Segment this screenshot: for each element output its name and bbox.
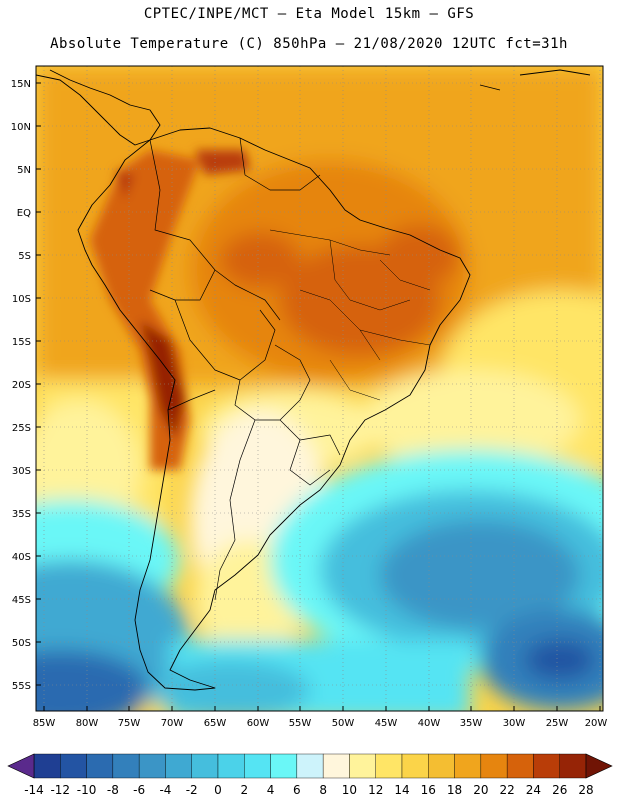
lat-label: 20S	[12, 380, 31, 391]
lat-label: 50S	[12, 638, 31, 649]
south-america-coastline	[77, 127, 471, 691]
lon-label: 40W	[418, 718, 441, 729]
colorbar-swatch	[454, 753, 482, 779]
arrow-left-icon	[7, 753, 35, 779]
lon-label: 25W	[546, 718, 569, 729]
colorbar-label: 0	[214, 783, 222, 797]
lon-label: 50W	[332, 718, 355, 729]
lat-label: 30S	[12, 466, 31, 477]
lat-label: 40S	[12, 552, 31, 563]
colorbar-swatch	[270, 753, 298, 779]
colorbar-swatch	[349, 753, 376, 779]
map-frame	[35, 65, 604, 712]
lon-label: 80W	[76, 718, 99, 729]
colorbar-swatch	[401, 753, 429, 779]
colorbar-label: -8	[107, 783, 119, 797]
colorbar-label: -12	[50, 783, 70, 797]
lon-label: 75W	[118, 718, 141, 729]
lat-label: 55S	[12, 681, 31, 692]
colorbar-label: -14	[24, 783, 44, 797]
lat-label: 45S	[12, 595, 31, 606]
colorbar-swatch	[506, 753, 534, 779]
colorbar-label: 2	[240, 783, 248, 797]
lat-label: 25S	[12, 423, 31, 434]
colorbar-label: -6	[133, 783, 145, 797]
colorbar-label: -4	[159, 783, 171, 797]
lon-label: 65W	[204, 718, 227, 729]
colorbar-swatch	[533, 753, 560, 779]
latitude-labels: 15N 10N 5N EQ 5S 10S 15S 20S 25S 30S 35S…	[11, 79, 31, 692]
colorbar-label: 6	[293, 783, 301, 797]
colorbar-swatch	[322, 753, 350, 779]
lon-label: 45W	[375, 718, 398, 729]
colorbar-swatch	[33, 753, 61, 779]
lat-label: 10S	[12, 294, 31, 305]
temperature-field	[36, 66, 603, 711]
lat-label: 35S	[12, 509, 31, 520]
colorbar-swatch	[165, 753, 192, 779]
colorbar-label: 14	[394, 783, 409, 797]
lat-label: EQ	[17, 208, 31, 219]
colorbar-label: 4	[267, 783, 275, 797]
colorbar-label: 20	[473, 783, 488, 797]
lon-label: 60W	[247, 718, 270, 729]
colorbar-label: 8	[319, 783, 327, 797]
longitude-labels: 85W 80W 75W 70W 65W 60W 55W 50W 45W 40W …	[33, 718, 608, 729]
colorbar-label: 16	[421, 783, 436, 797]
graticule	[36, 66, 603, 711]
colorbar-swatch	[244, 753, 271, 779]
colorbar-label: 12	[368, 783, 383, 797]
axis-ticks	[36, 82, 601, 711]
colorbar-swatch	[191, 753, 219, 779]
colorbar-label: -2	[186, 783, 198, 797]
lat-label: 15S	[12, 337, 31, 348]
lat-label: 5N	[17, 165, 31, 176]
brazil-states	[269, 229, 431, 401]
colorbar-swatch	[375, 753, 403, 779]
colorbar-swatch	[138, 753, 166, 779]
lon-label: 85W	[33, 718, 56, 729]
colorbar-swatch	[428, 753, 455, 779]
colorbar: -14 -12 -10 -8 -6 -4 -2 0 2 4 6 8 10 12 14 16 18 20 22 24 26…	[7, 753, 613, 797]
colorbar-swatch	[559, 753, 587, 779]
map-title-line-2: Absolute Temperature (C) 850hPa – 21/08/…	[50, 36, 568, 52]
lat-label: 5S	[18, 251, 31, 262]
map-title-line-1: CPTEC/INPE/MCT – Eta Model 15km – GFS	[143, 6, 475, 22]
lat-label: 10N	[11, 122, 31, 133]
colorbar-swatch	[86, 753, 114, 779]
colorbar-swatch	[60, 753, 87, 779]
colorbar-swatch	[480, 753, 508, 779]
colorbar-label: 10	[342, 783, 357, 797]
lon-label: 35W	[460, 718, 483, 729]
caribbean-islands	[479, 69, 591, 91]
colorbar-label: 26	[552, 783, 567, 797]
colorbar-swatch	[296, 753, 324, 779]
colorbar-label: 24	[526, 783, 541, 797]
colorbar-label: 28	[578, 783, 593, 797]
lon-label: 30W	[503, 718, 526, 729]
arrow-right-icon	[585, 753, 613, 779]
colorbar-label: 18	[447, 783, 462, 797]
country-borders	[149, 137, 341, 601]
colorbar-label: -10	[77, 783, 97, 797]
lon-label: 20W	[585, 718, 608, 729]
colorbar-swatch	[112, 753, 140, 779]
lon-label: 55W	[289, 718, 312, 729]
coastlines-borders	[36, 69, 591, 691]
lat-label: 15N	[11, 79, 31, 90]
lon-label: 70W	[161, 718, 184, 729]
colorbar-swatch	[217, 753, 245, 779]
colorbar-label: 22	[500, 783, 515, 797]
